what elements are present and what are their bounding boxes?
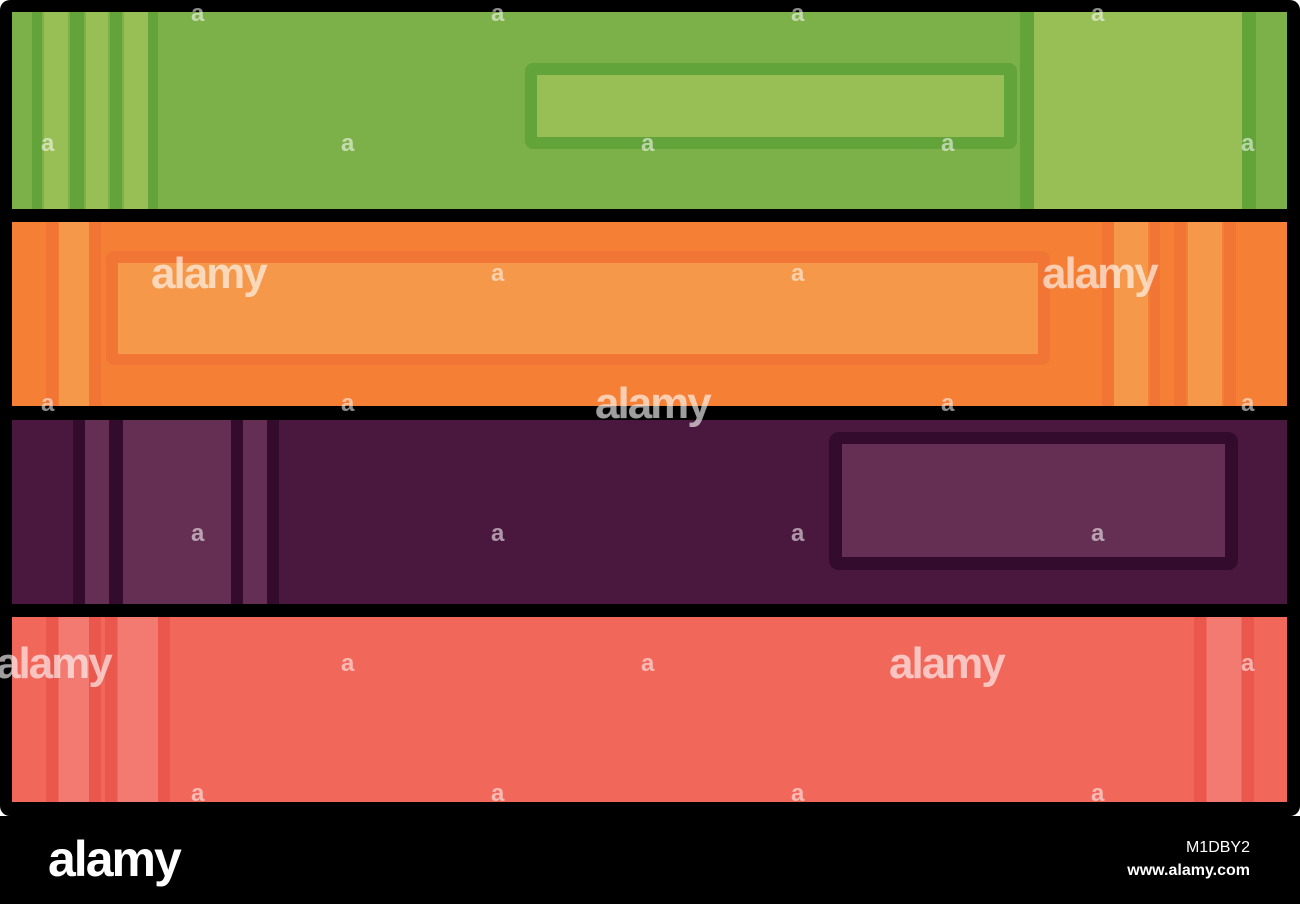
book-purple	[12, 420, 1287, 604]
book-orange	[12, 222, 1287, 406]
stock-footer-bar: alamy M1DBY2 www.alamy.com	[0, 816, 1300, 904]
book-stack-illustration	[0, 0, 1300, 816]
alamy-logo: alamy	[48, 831, 182, 887]
image-id: M1DBY2	[1185, 839, 1250, 856]
book-coral	[12, 617, 1287, 802]
site-url: www.alamy.com	[1127, 862, 1250, 879]
book-green	[12, 12, 1287, 209]
